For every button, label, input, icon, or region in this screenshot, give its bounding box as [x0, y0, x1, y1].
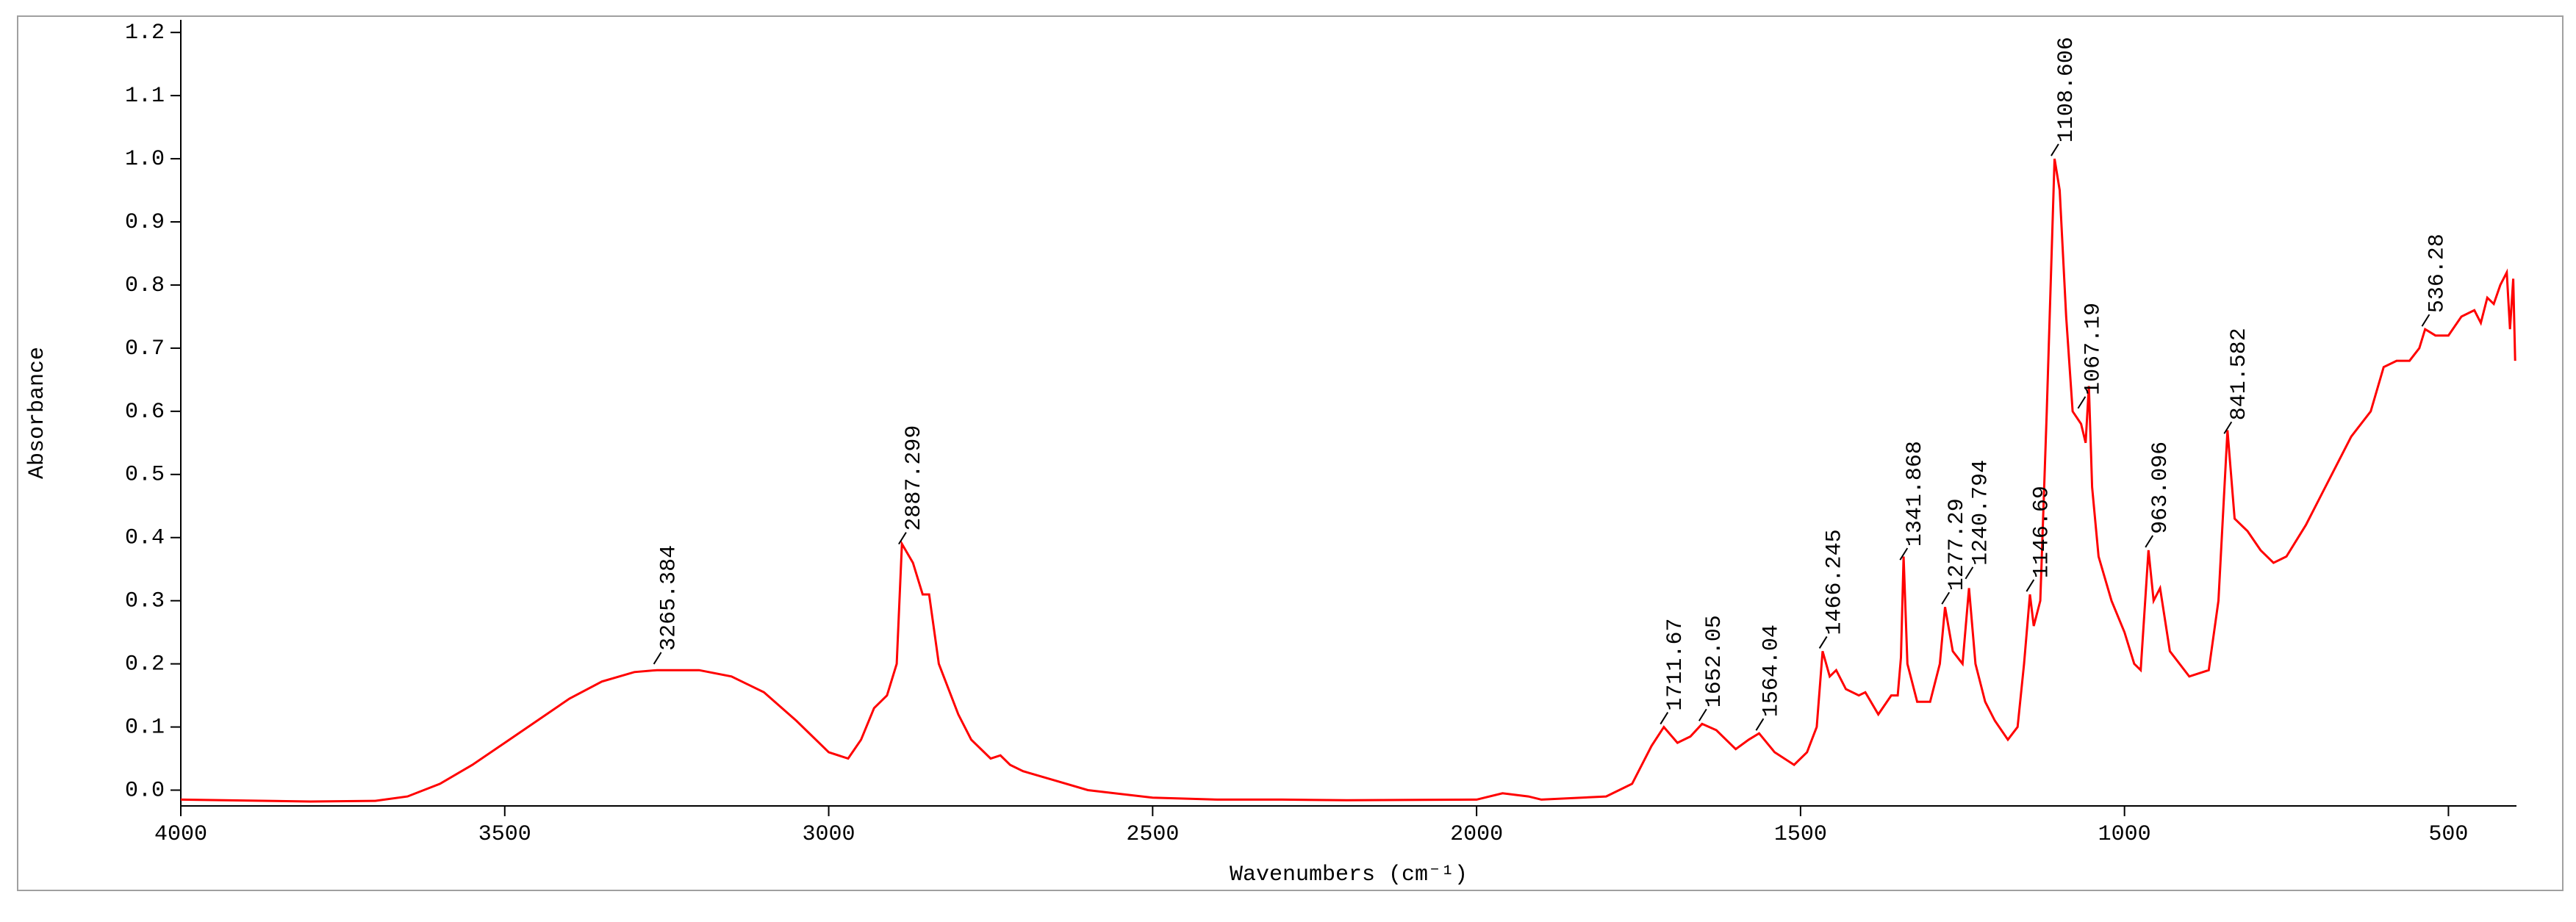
y-tick-label: 0.3	[125, 589, 165, 614]
peak-marker	[1698, 708, 1707, 721]
y-tick-label: 0.2	[125, 652, 165, 677]
peak-label: 841.582	[2227, 328, 2252, 420]
y-tick-label: 0.0	[125, 778, 165, 803]
peak-marker	[2077, 396, 2087, 409]
peak-marker	[1965, 566, 1974, 580]
y-tick-label: 0.8	[125, 273, 165, 298]
peak-marker	[1755, 718, 1765, 731]
x-tick-label: 500	[2428, 822, 2468, 847]
peak-label: 1277.29	[1945, 498, 1970, 591]
peak-marker	[2421, 314, 2430, 327]
y-tick-label: 1.1	[125, 84, 165, 109]
peak-label: 963.096	[2148, 442, 2173, 534]
peak-label: 1067.19	[2081, 303, 2106, 395]
y-tick-label: 0.9	[125, 210, 165, 235]
y-tick-label: 0.5	[125, 463, 165, 488]
x-tick-label: 1000	[2098, 822, 2151, 847]
peak-marker	[898, 532, 907, 545]
y-tick-label: 1.2	[125, 21, 165, 46]
peak-marker	[2026, 579, 2035, 592]
y-tick-label: 1.0	[125, 147, 165, 172]
peak-label: 1108.606	[2054, 37, 2079, 143]
peak-label: 536.28	[2425, 234, 2450, 313]
peak-marker	[1899, 547, 1909, 561]
y-tick-label: 0.4	[125, 526, 165, 551]
x-tick-label: 3500	[478, 822, 531, 847]
y-tick-label: 0.6	[125, 400, 165, 425]
x-tick-label: 2000	[1450, 822, 1503, 847]
peak-label: 1146.69	[2029, 486, 2054, 578]
peak-marker	[1660, 712, 1669, 725]
peak-label: 2887.299	[902, 425, 927, 531]
peak-marker	[1941, 591, 1951, 605]
peak-marker	[653, 652, 662, 665]
peak-label: 1652.05	[1702, 615, 1727, 707]
peak-marker	[2223, 421, 2233, 434]
x-axis-label: Wavenumbers (cm⁻¹)	[1230, 862, 1468, 887]
spectrum-line	[180, 158, 2516, 803]
peak-marker	[2051, 143, 2059, 156]
x-tick-label: 2500	[1126, 822, 1179, 847]
peak-label: 1341.868	[1903, 441, 1928, 547]
peak-marker	[1818, 635, 1828, 649]
frame	[17, 15, 2564, 891]
y-tick-label: 0.1	[125, 715, 165, 740]
peak-label: 1711.67	[1663, 619, 1688, 711]
peak-label: 1466.245	[1823, 529, 1848, 635]
y-axis-label: Absorbance	[25, 347, 50, 479]
x-tick-label: 1500	[1774, 822, 1827, 847]
x-tick-label: 3000	[803, 822, 855, 847]
peak-label: 1564.04	[1759, 624, 1784, 717]
peak-label: 3265.384	[657, 545, 682, 651]
peak-label: 1240.794	[1968, 460, 1993, 566]
y-tick-label: 0.7	[125, 336, 165, 361]
peak-marker	[2145, 535, 2154, 548]
x-tick-label: 4000	[154, 822, 207, 847]
